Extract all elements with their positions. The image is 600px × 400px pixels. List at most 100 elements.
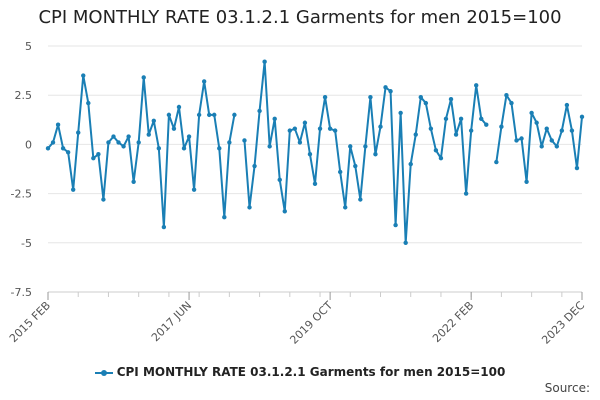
data-point [579,114,585,120]
legend-label: CPI MONTHLY RATE 03.1.2.1 Garments for m… [116,365,506,379]
data-point [91,155,96,161]
data-point [302,120,308,125]
data-point [232,112,237,118]
data-point [363,144,368,149]
data-point [151,118,156,123]
data-point [186,134,192,139]
data-point [272,116,277,122]
x-tick-label: 2022 FEB [430,299,476,345]
data-point [101,197,106,202]
data-point [227,140,232,145]
data-point [121,144,126,149]
data-point [332,128,338,133]
data-point [317,126,323,131]
data-point [287,128,293,133]
data-point [378,124,383,129]
legend[interactable]: CPI MONTHLY RATE 03.1.2.1 Garments for m… [0,365,600,379]
data-point [136,140,141,145]
source-label: Source: [544,381,590,395]
data-point [146,132,151,137]
data-point [217,146,222,151]
data-point [569,128,575,133]
data-point [262,59,267,64]
data-point [307,152,313,157]
data-point [519,136,524,141]
data-point [337,169,343,175]
data-point [479,116,484,122]
data-point [277,177,282,183]
legend-swatch-icon [94,368,113,378]
data-point [81,73,86,78]
series-line [47,60,583,244]
y-tick-label: 5 [25,40,32,53]
data-point [549,138,554,143]
data-point [141,75,146,80]
data-point [161,224,167,230]
data-point [196,112,202,118]
data-point [358,197,363,202]
data-point [428,126,434,131]
data-point [257,108,262,114]
data-point [524,179,529,184]
data-point [242,138,247,143]
data-point [514,138,519,143]
data-point [191,187,197,192]
x-tick-label: 2017 JUN [149,299,194,344]
data-point [423,100,429,106]
data-point [443,116,449,122]
data-point [468,128,474,133]
data-point [111,134,116,139]
data-point [393,222,398,228]
data-point [388,89,393,94]
data-point [116,140,121,145]
series-layer [45,59,585,245]
data-point [474,83,479,88]
data-point [484,122,489,127]
data-point [418,94,423,100]
data-point [373,152,378,157]
x-tick-label: 2015 FEB [7,299,53,345]
data-point [534,120,539,125]
data-point [398,110,403,116]
data-point [458,116,464,122]
data-point [322,94,328,100]
x-tick-labels: 2015 FEB 2017 JUN 2019 OCT 2022 FEB 2023 DEC [7,299,587,347]
data-point [50,140,56,145]
data-point [126,134,131,139]
data-point [353,163,358,169]
data-point [413,132,418,137]
y-tick-label: -5 [21,237,32,250]
data-point [453,132,459,137]
data-point [70,187,76,192]
data-point [494,159,499,165]
data-point [499,124,504,129]
data-point [297,140,303,145]
data-point [212,112,217,118]
data-point [312,181,318,186]
data-point [544,126,549,131]
data-point [65,150,71,155]
x-tick-label: 2019 OCT [287,299,335,347]
data-point [106,140,111,145]
data-point [343,205,348,210]
data-point [96,152,101,157]
data-point [504,93,509,98]
data-point [222,215,227,220]
data-point [131,179,136,184]
data-point [327,126,333,131]
data-point [509,100,514,106]
data-point [403,240,408,245]
data-point [86,100,91,106]
data-point [247,205,252,210]
grid-lines [48,45,582,293]
data-point [368,94,373,100]
data-point [559,128,565,133]
data-point [76,130,81,135]
y-tick-label: 2.5 [15,89,33,102]
data-point [181,146,187,151]
data-point [383,85,388,90]
data-point [267,144,272,149]
data-point [207,112,212,118]
chart-title: CPI MONTHLY RATE 03.1.2.1 Garments for m… [38,7,562,28]
data-point [348,144,353,149]
